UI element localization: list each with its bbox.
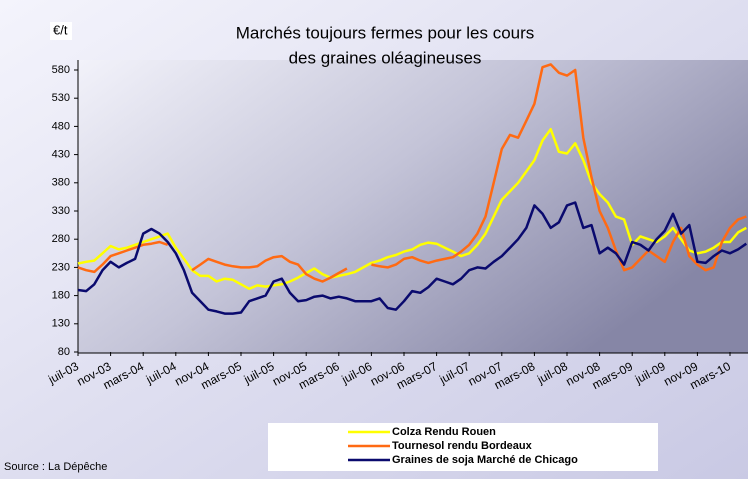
legend-label: Colza Rendu Rouen [392,426,496,438]
chart-title: des graines oléagineuses [289,48,482,67]
y-tick-label: 230 [52,261,70,273]
y-tick-label: 480 [52,120,70,132]
series-line [77,201,748,315]
chart-title: Marchés toujours fermes pour les cours [236,23,535,42]
y-tick-label: 130 [52,318,70,330]
y-tick-label: 280 [52,233,70,245]
legend-label: Graines de soja Marché de Chicago [392,454,578,466]
legend [268,423,658,471]
y-tick-label: 430 [52,149,70,161]
y-tick-label: 330 [52,205,70,217]
legend-label: Tournesol rendu Bordeaux [392,440,533,452]
unit-label: €/t [53,22,68,37]
series-line [77,63,747,283]
unit-box [50,22,72,40]
y-tick-label: 80 [58,346,70,358]
y-tick-label: 580 [52,64,70,76]
y-tick-label: 380 [52,177,70,189]
y-tick-label: 180 [52,290,70,302]
y-tick-label: 530 [52,92,70,104]
source: Source : La Dépêche [4,461,107,473]
plot-area [78,60,748,353]
